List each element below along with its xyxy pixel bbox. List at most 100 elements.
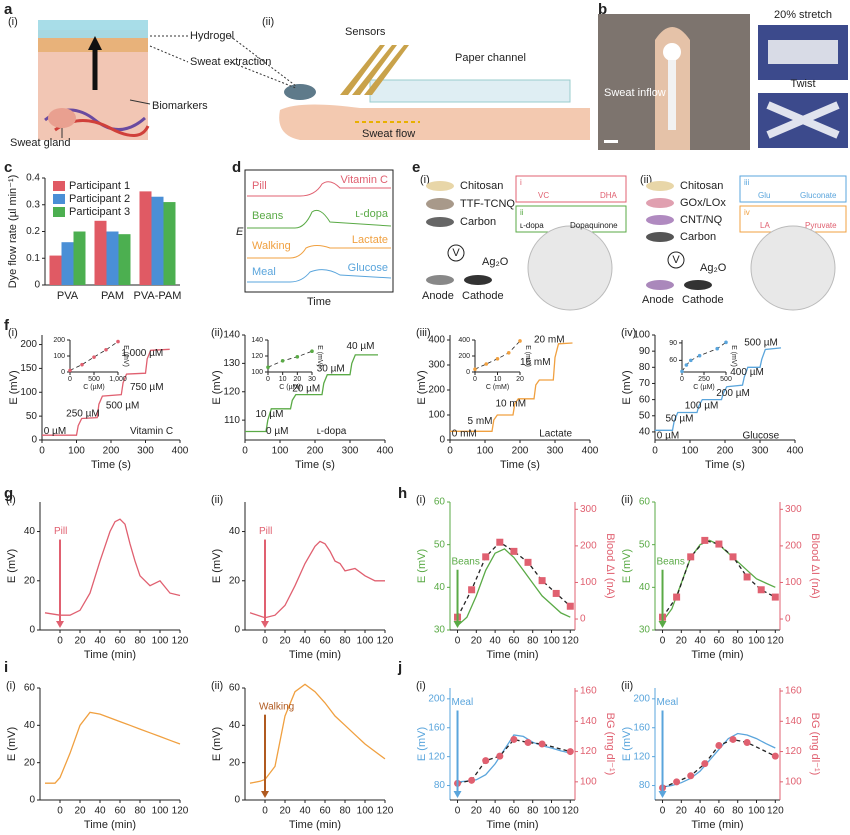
annotation: Glucose <box>743 431 780 442</box>
x-tick-label: 40 <box>490 806 502 817</box>
series-line <box>249 683 386 784</box>
y-tick-label: 60 <box>229 683 241 694</box>
x-tick-label: 0 <box>262 806 268 817</box>
annotation-arrowhead <box>56 621 64 628</box>
y-axis-label: E (mV) <box>416 370 428 404</box>
legend-swatch <box>53 194 65 204</box>
y-axis-label: E (mV) <box>6 549 18 583</box>
x-axis-label: Time (min) <box>84 649 136 661</box>
label: Lactate <box>352 234 388 246</box>
x-tick-label: 0 <box>652 446 658 457</box>
label: Gluconate <box>800 191 837 200</box>
y-tick-label: 40 <box>229 720 241 731</box>
marker <box>538 577 546 585</box>
reaction-box <box>515 175 627 203</box>
marker <box>484 362 489 366</box>
label: Meal <box>252 266 276 278</box>
y-tick-label: 0.4 <box>26 173 40 184</box>
layer-icon <box>646 181 674 191</box>
y2-tick-label: 100 <box>580 776 597 787</box>
marker <box>538 740 546 748</box>
marker <box>701 536 709 544</box>
sub-label: (i) <box>416 494 426 506</box>
y-tick-label: 0 <box>61 369 65 376</box>
x-tick-label: 60 <box>713 806 725 817</box>
label: GOx/LOx <box>680 197 726 209</box>
bar <box>73 231 86 285</box>
x-tick-label: 80 <box>134 806 146 817</box>
annotation: Walking <box>259 701 294 712</box>
label: V <box>672 254 680 266</box>
panel-letter: d <box>232 159 241 176</box>
y-tick-label: 0 <box>31 435 37 446</box>
x-tick-label: 20 <box>74 636 86 647</box>
x-axis-label: Time (min) <box>486 649 538 661</box>
x-tick-label: 60 <box>319 806 331 817</box>
label: DHA <box>600 191 618 200</box>
electrode-zoom <box>750 225 836 311</box>
scale-bar <box>604 140 618 143</box>
sub-label: (i) <box>416 680 426 692</box>
series-line <box>457 734 571 783</box>
electrode <box>464 275 492 285</box>
y-tick-label: 200 <box>633 693 650 704</box>
y2-tick-label: 160 <box>580 686 597 697</box>
annotation: 500 µM <box>106 400 140 411</box>
x-tick-label: 1,000 <box>109 376 127 383</box>
marker <box>673 593 681 601</box>
annotation: Beans <box>657 556 685 567</box>
y-tick-label: 70 <box>639 378 651 389</box>
y-tick-label: 60 <box>434 497 446 508</box>
x-tick-label: 120 <box>562 806 579 817</box>
x-tick-label: 40 <box>299 636 311 647</box>
x-tick-label: 0 <box>455 806 461 817</box>
marker <box>92 355 96 359</box>
panel-b: Sweat inflow 20% stretch Twist <box>598 9 848 150</box>
x-tick-label: 120 <box>377 806 394 817</box>
bar <box>118 234 131 285</box>
series-line <box>681 341 727 372</box>
y-tick-label: 90 <box>639 346 651 357</box>
electrode <box>646 280 674 290</box>
x-tick-label: 500 <box>720 376 732 383</box>
annotation: Meal <box>657 697 679 708</box>
y-tick-label: 130 <box>223 358 240 369</box>
sub-label: (ii) <box>621 680 633 692</box>
y-tick-label: 80 <box>639 362 651 373</box>
annotation: 50 µM <box>666 414 694 425</box>
x-tick-label: 250 <box>698 376 710 383</box>
marker <box>496 752 504 760</box>
x-tick-label: 80 <box>732 806 744 817</box>
marker <box>680 369 684 374</box>
y2-axis-label: BG (mg dl⁻¹) <box>809 713 821 776</box>
sub-label: (i) <box>6 494 16 506</box>
series-line <box>456 541 571 618</box>
x-tick-label: 60 <box>508 636 520 647</box>
y-tick-label: 110 <box>224 415 240 426</box>
y-axis-label: E (mV) <box>524 345 531 367</box>
y2-tick-label: 120 <box>580 746 597 757</box>
x-axis-label: Time (s) <box>295 459 335 471</box>
x-tick-label: 100 <box>682 446 699 457</box>
marker <box>724 340 728 345</box>
sub-label: (i) <box>8 16 18 28</box>
bar <box>139 191 152 285</box>
y-tick-label: 100 <box>428 410 445 421</box>
marker <box>495 357 500 361</box>
y-tick-label: 40 <box>434 582 446 593</box>
y-axis-label: E (mV) <box>122 345 129 367</box>
sub-label: (iv) <box>621 327 636 339</box>
annotation: 400 µM <box>730 367 764 378</box>
axis-label: Time <box>307 296 331 308</box>
x-tick-label: 400 <box>582 446 599 457</box>
x-axis-label: C (µM) <box>279 384 301 391</box>
x-axis-label: Time (min) <box>84 819 136 831</box>
gland <box>48 108 76 128</box>
x-tick-label: PVA <box>57 290 79 302</box>
marker <box>701 760 709 768</box>
label: V <box>452 247 460 259</box>
y-tick-label: 100 <box>53 353 65 360</box>
y-tick-label: 40 <box>229 526 241 537</box>
annotation: 0 mM <box>452 428 477 439</box>
y-axis-label: Dye flow rate (µl min⁻¹) <box>7 175 19 289</box>
